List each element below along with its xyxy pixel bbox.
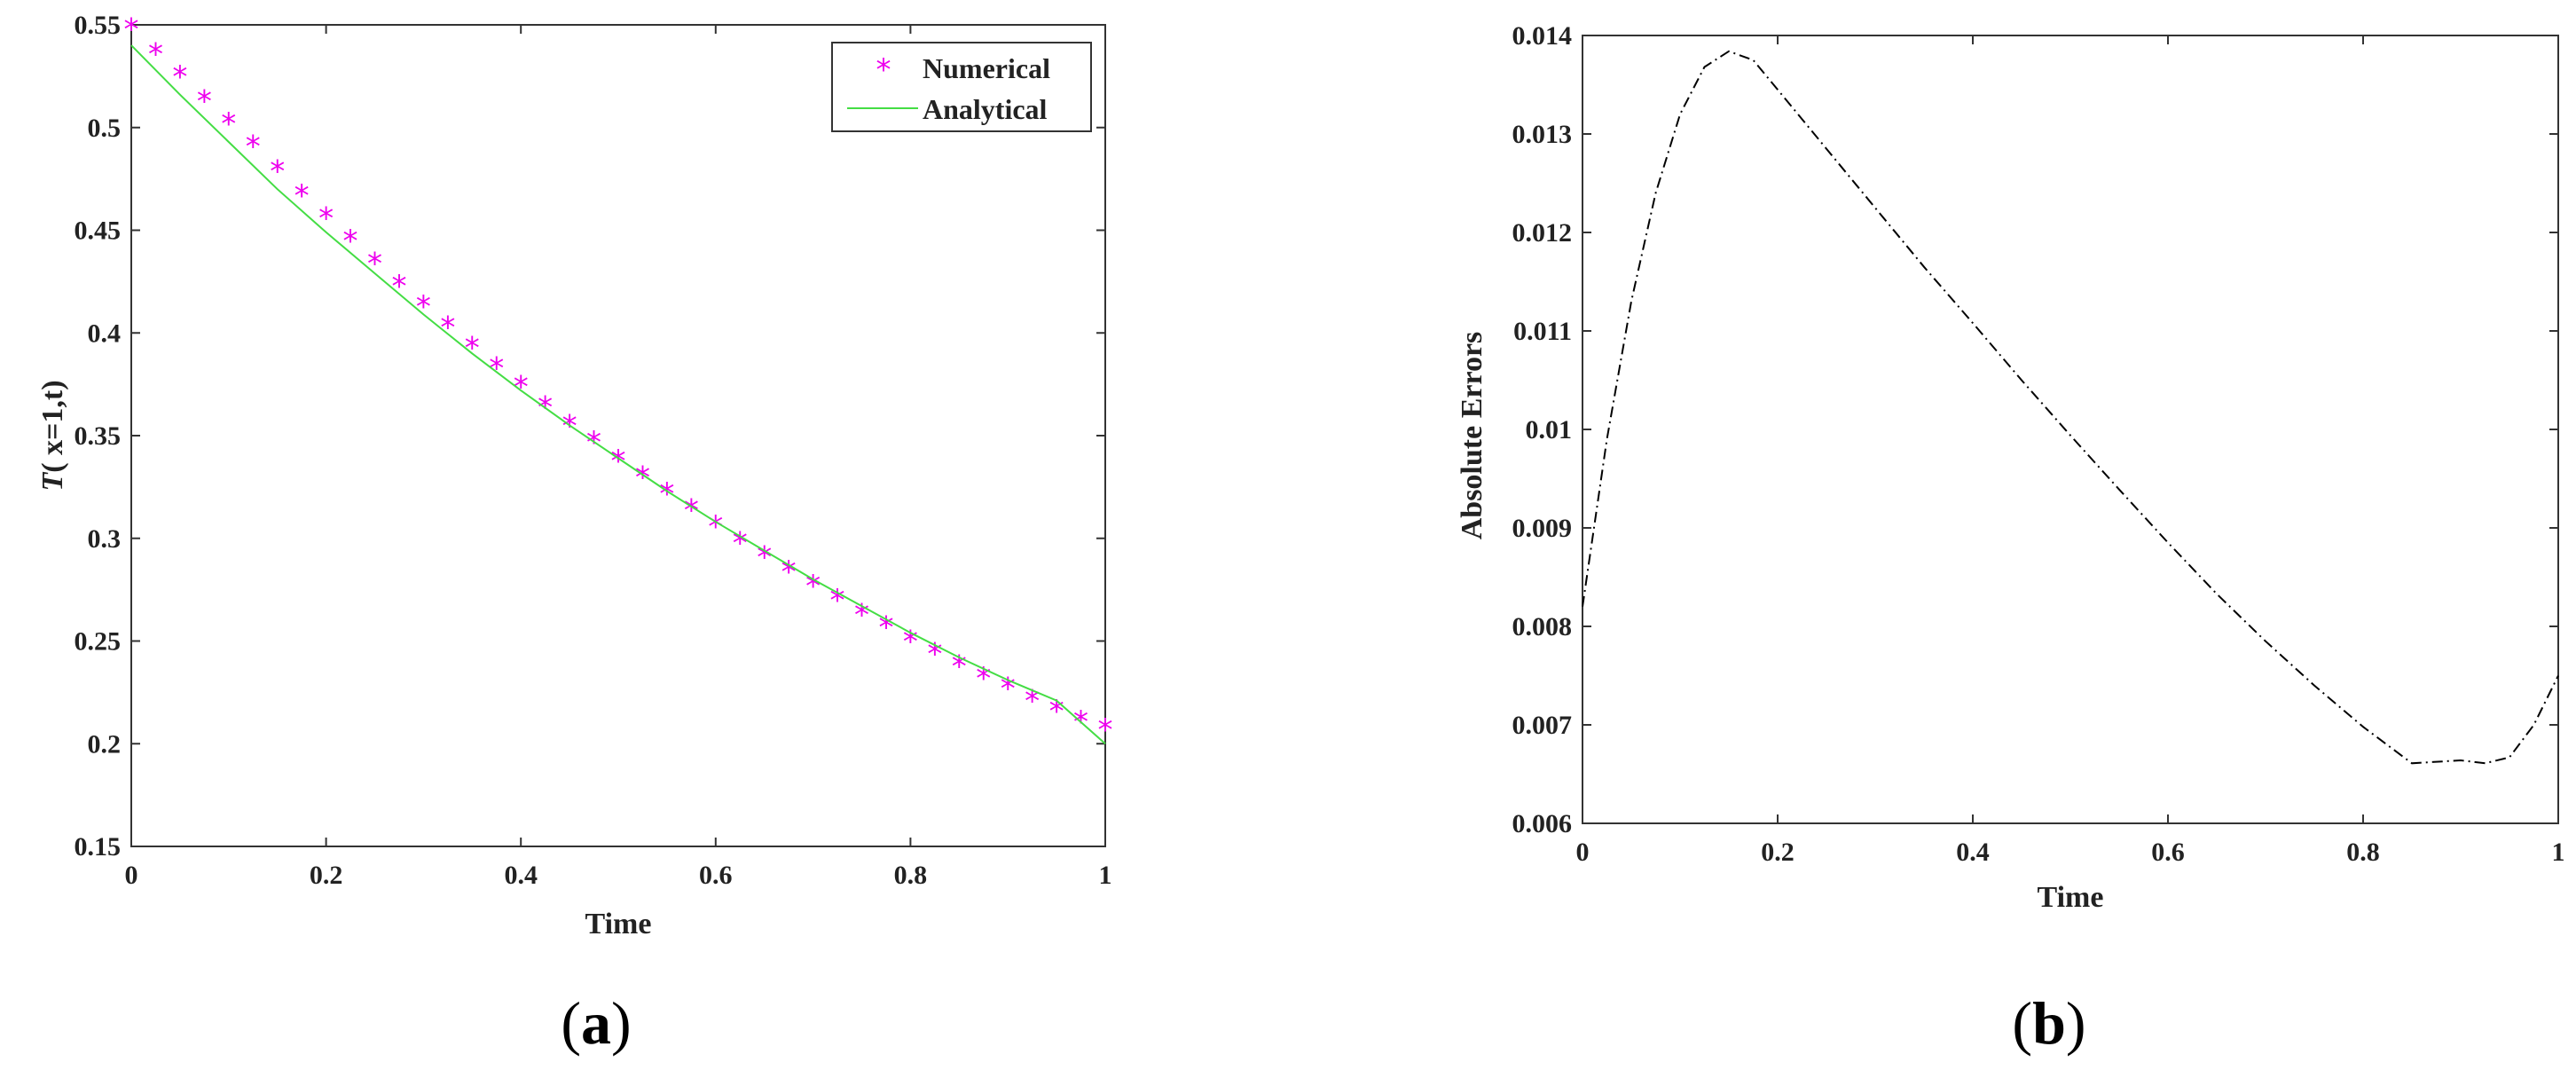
numerical-marker: * [172, 59, 187, 95]
y-axis-label-a-main: T [36, 472, 69, 492]
numerical-marker: * [197, 84, 212, 120]
y-tick-label-b: 0.012 [1512, 218, 1573, 248]
series-b [1582, 50, 2559, 765]
numerical-marker: * [854, 597, 869, 633]
caption-a: (a) [561, 989, 631, 1057]
caption-a-letter: a [581, 989, 611, 1057]
y-tick-label-a: 0.5 [88, 114, 122, 143]
numerical-marker: * [635, 460, 650, 495]
y-axis-label-b: Absolute Errors [1456, 332, 1488, 540]
numerical-marker: * [270, 153, 285, 189]
y-axis-label-a-rest: ( x=1,t) [36, 380, 69, 472]
plot-area-a [130, 24, 1106, 847]
numerical-marker: * [416, 289, 431, 325]
y-tick-label-a: 0.3 [88, 524, 122, 554]
numerical-marker: * [1001, 672, 1016, 707]
numerical-marker: * [781, 555, 797, 590]
legend-label-numerical: Numerical [923, 52, 1050, 84]
y-tick-label-a: 0.35 [75, 421, 122, 451]
x-tick-label-b: 0 [1576, 838, 1590, 867]
y-tick-label-b: 0.006 [1512, 809, 1573, 838]
caption-a-open: ( [561, 989, 581, 1057]
numerical-marker: * [514, 369, 529, 405]
numerical-marker: * [805, 569, 821, 604]
numerical-marker: * [124, 12, 139, 48]
x-tick-label-b: 0.2 [1761, 838, 1795, 867]
y-tick-label-a: 0.45 [75, 216, 122, 246]
y-tick-label-a: 0.55 [75, 11, 122, 40]
numerical-marker: * [367, 247, 382, 282]
numerical-marker: * [1098, 712, 1113, 748]
numerical-marker: * [295, 178, 310, 214]
axis-ticks-b: 0 0.2 0.4 0.6 0.8 1 0.006 0.007 0.008 0.009 0.01 0.… [1512, 21, 2565, 867]
legend-box-a [831, 42, 1092, 132]
numerical-marker: * [830, 583, 845, 618]
numerical-marker: * [757, 540, 772, 576]
numerical-marker: * [708, 509, 723, 545]
series-a: ******************* ** * * * * * * * * * * * * * * * * * * *… [124, 12, 1113, 748]
numerical-marker: * [221, 106, 236, 142]
caption-b-close: ) [2066, 989, 2086, 1057]
numerical-marker: * [878, 610, 893, 645]
y-tick-label-b: 0.013 [1512, 120, 1573, 149]
analytical-curve [130, 44, 1106, 745]
numerical-marker: * [318, 201, 334, 237]
numerical-marker: * [733, 525, 748, 561]
numerical-marker: * [927, 636, 942, 672]
caption-a-close: ) [611, 989, 632, 1057]
x-tick-label-a: 0.8 [894, 861, 928, 890]
y-tick-label-a: 0.2 [88, 729, 122, 759]
caption-b-open: ( [2012, 989, 2032, 1057]
legend-marker-numerical: * [876, 52, 891, 88]
numerical-marker: * [391, 269, 406, 304]
error-curve [1582, 50, 2559, 765]
numerical-marker: * [611, 444, 626, 479]
numerical-marker: * [684, 492, 699, 528]
axis-ticks-a: 0 0.2 0.4 0.6 0.8 1 0.15 0.2 0.25 0.3 0.35 0.4 0.45 0… [75, 11, 1112, 890]
panel-b: 0 0.2 0.4 0.6 0.8 1 0.006 0.007 0.008 0.009 0.01 0.… [1456, 21, 2565, 1057]
y-tick-label-a: 0.25 [75, 627, 122, 657]
legend-a: * Numerical Analytical [831, 42, 1092, 132]
y-tick-label-b: 0.01 [1526, 415, 1573, 445]
numerical-marker: * [1025, 684, 1040, 720]
x-tick-label-b: 0.4 [1956, 838, 1990, 867]
y-tick-label-b: 0.009 [1512, 514, 1573, 543]
numerical-marker: * [1049, 694, 1064, 729]
numerical-marker: * [952, 649, 967, 684]
caption-b-letter: b [2032, 989, 2066, 1057]
x-tick-label-b: 1 [2552, 838, 2565, 867]
x-tick-label-b: 0.8 [2346, 838, 2380, 867]
x-tick-label-a: 0.2 [310, 861, 343, 890]
x-tick-label-a: 0 [125, 861, 138, 890]
legend-label-analytical: Analytical [923, 93, 1048, 125]
numerical-marker: * [246, 130, 261, 165]
x-tick-label-b: 0.6 [2151, 838, 2185, 867]
y-tick-label-a: 0.4 [88, 319, 122, 348]
plot-area-b [1582, 35, 2559, 824]
panel-a: 0 0.2 0.4 0.6 0.8 1 0.15 0.2 0.25 0.3 0.35 0.4 0.45 0… [36, 11, 1113, 1057]
numerical-marker: * [440, 310, 455, 345]
y-axis-label-a: T( x=1,t) [36, 380, 69, 491]
x-axis-label-b: Time [2038, 881, 2104, 914]
y-tick-label-b: 0.007 [1512, 711, 1573, 740]
y-tick-label-b: 0.008 [1512, 612, 1573, 641]
numerical-marker: * [903, 625, 918, 660]
x-axis-label-a: Time [585, 908, 652, 940]
y-tick-label-b: 0.014 [1512, 21, 1573, 51]
x-tick-label-a: 0.4 [504, 861, 538, 890]
caption-b: (b) [2012, 989, 2085, 1057]
numerical-marker: * [148, 36, 163, 72]
numerical-marker: * [489, 351, 504, 387]
y-tick-label-b: 0.011 [1513, 317, 1572, 346]
x-tick-label-a: 1 [1099, 861, 1112, 890]
numerical-marker: * [659, 476, 674, 512]
x-tick-label-a: 0.6 [699, 861, 733, 890]
y-tick-label-a: 0.15 [75, 832, 122, 862]
